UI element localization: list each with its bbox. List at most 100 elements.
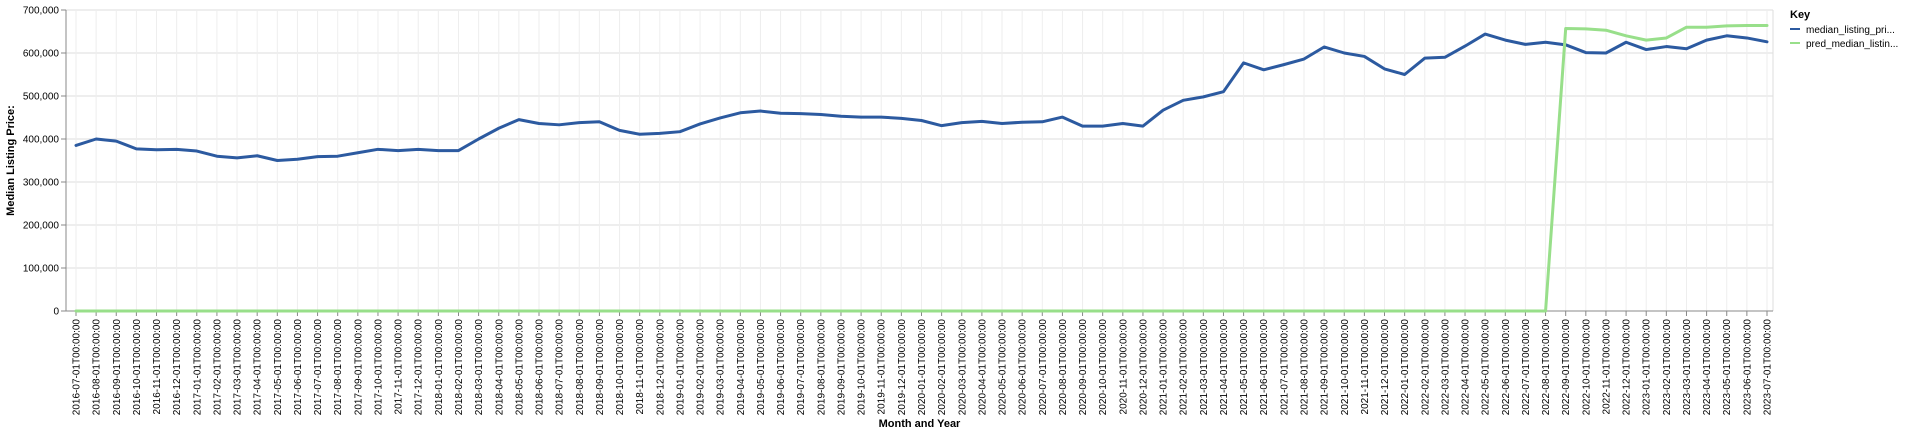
x-tick-label: 2022-02-01T00:00:00 [1420, 319, 1431, 416]
x-axis-title: Month and Year [879, 418, 961, 430]
x-tick-label: 2022-09-01T00:00:00 [1561, 319, 1572, 416]
x-tick-label: 2020-05-01T00:00:00 [998, 319, 1009, 416]
y-tick-label: 400,000 [23, 135, 60, 146]
x-tick-label: 2018-04-01T00:00:00 [494, 319, 505, 416]
x-tick-label: 2020-09-01T00:00:00 [1078, 319, 1089, 416]
x-tick-label: 2021-03-01T00:00:00 [1199, 319, 1210, 416]
x-tick-label: 2017-11-01T00:00:00 [394, 319, 405, 415]
x-tick-label: 2016-07-01T00:00:00 [72, 319, 83, 416]
legend-label-2: pred_median_listin... [1806, 39, 1898, 50]
y-tick-label: 500,000 [23, 92, 60, 103]
x-tick-label: 2019-03-01T00:00:00 [716, 319, 727, 416]
x-tick-label: 2022-03-01T00:00:00 [1440, 319, 1451, 416]
x-tick-label: 2018-11-01T00:00:00 [635, 319, 646, 415]
x-tick-label: 2018-02-01T00:00:00 [454, 319, 465, 416]
x-tick-label: 2023-02-01T00:00:00 [1662, 319, 1673, 416]
x-tick-label: 2018-12-01T00:00:00 [655, 319, 666, 416]
y-tick-label: 600,000 [23, 49, 60, 60]
y-axis-title: Median Listing Price: [5, 105, 17, 216]
x-tick-label: 2021-04-01T00:00:00 [1219, 319, 1230, 416]
y-tick-label: 700,000 [23, 6, 60, 17]
y-tick-label: 0 [53, 307, 59, 318]
x-tick-label: 2018-10-01T00:00:00 [615, 319, 626, 416]
x-tick-label: 2021-11-01T00:00:00 [1360, 319, 1371, 415]
x-tick-label: 2018-08-01T00:00:00 [575, 319, 586, 416]
x-tick-label: 2020-06-01T00:00:00 [1018, 319, 1029, 416]
x-tick-label: 2017-03-01T00:00:00 [233, 319, 244, 416]
y-tick-label: 200,000 [23, 221, 60, 232]
x-tick-label: 2023-06-01T00:00:00 [1742, 319, 1753, 416]
x-tick-label: 2020-04-01T00:00:00 [977, 319, 988, 416]
legend: Key median_listing_pri... pred_median_lis… [1790, 9, 1898, 50]
axis-layer: 0 100,000 200,000 300,000 400,000 500,000 600,… [23, 6, 1774, 416]
x-tick-label: 2023-07-01T00:00:00 [1763, 319, 1774, 416]
x-tick-label: 2020-10-01T00:00:00 [1098, 319, 1109, 416]
x-tick-label: 2019-06-01T00:00:00 [776, 319, 787, 416]
x-tick-label: 2018-09-01T00:00:00 [595, 319, 606, 416]
x-tick-label: 2023-01-01T00:00:00 [1642, 319, 1653, 416]
x-tick-label: 2019-01-01T00:00:00 [675, 319, 686, 416]
x-tick-label: 2021-02-01T00:00:00 [1179, 319, 1190, 416]
series-line-1 [74, 32, 1769, 162]
x-tick-label: 2018-01-01T00:00:00 [434, 319, 445, 416]
series-line-2 [74, 23, 1769, 313]
x-tick-label: 2023-03-01T00:00:00 [1682, 319, 1693, 416]
y-tick-label: 100,000 [23, 264, 60, 275]
x-tick-label: 2021-12-01T00:00:00 [1380, 319, 1391, 416]
series-layer [74, 23, 1769, 313]
x-tick-label: 2017-02-01T00:00:00 [212, 319, 223, 416]
x-tick-label: 2022-06-01T00:00:00 [1501, 319, 1512, 416]
x-tick-label: 2017-12-01T00:00:00 [414, 319, 425, 416]
x-tick-label: 2021-10-01T00:00:00 [1340, 319, 1351, 416]
x-tick-label: 2022-10-01T00:00:00 [1581, 319, 1592, 416]
x-tick-label: 2019-07-01T00:00:00 [796, 319, 807, 416]
x-tick-label: 2020-01-01T00:00:00 [917, 319, 928, 416]
x-tick-label: 2017-07-01T00:00:00 [313, 319, 324, 416]
x-tick-label: 2016-08-01T00:00:00 [92, 319, 103, 416]
y-tick-label: 300,000 [23, 178, 60, 189]
x-tick-label: 2022-05-01T00:00:00 [1481, 319, 1492, 416]
x-tick-label: 2022-01-01T00:00:00 [1400, 319, 1411, 416]
x-tick-label: 2017-08-01T00:00:00 [333, 319, 344, 416]
x-tick-label: 2022-07-01T00:00:00 [1521, 319, 1532, 416]
legend-label-1: median_listing_pri... [1806, 25, 1895, 36]
x-tick-label: 2021-09-01T00:00:00 [1320, 319, 1331, 416]
x-tick-label: 2019-11-01T00:00:00 [877, 319, 888, 415]
x-tick-label: 2022-08-01T00:00:00 [1541, 319, 1552, 416]
x-tick-label: 2016-09-01T00:00:00 [112, 319, 123, 416]
x-tick-label: 2020-12-01T00:00:00 [1138, 319, 1149, 416]
x-tick-label: 2019-12-01T00:00:00 [897, 319, 908, 416]
x-tick-label: 2018-03-01T00:00:00 [474, 319, 485, 416]
x-tick-label: 2020-02-01T00:00:00 [937, 319, 948, 416]
x-tick-label: 2017-05-01T00:00:00 [273, 319, 284, 416]
x-tick-label: 2022-04-01T00:00:00 [1461, 319, 1472, 416]
x-tick-label: 2020-11-01T00:00:00 [1118, 319, 1129, 415]
x-tick-label: 2021-05-01T00:00:00 [1239, 319, 1250, 416]
x-tick-label: 2018-07-01T00:00:00 [555, 319, 566, 416]
x-tick-label: 2020-08-01T00:00:00 [1058, 319, 1069, 416]
x-tick-label: 2021-08-01T00:00:00 [1299, 319, 1310, 416]
x-tick-label: 2018-05-01T00:00:00 [514, 319, 525, 416]
x-tick-label: 2023-04-01T00:00:00 [1702, 319, 1713, 416]
x-tick-label: 2022-12-01T00:00:00 [1622, 319, 1633, 416]
x-tick-label: 2016-12-01T00:00:00 [172, 319, 183, 416]
x-tick-label: 2019-10-01T00:00:00 [857, 319, 868, 416]
x-tick-label: 2022-11-01T00:00:00 [1601, 319, 1612, 415]
x-tick-label: 2021-01-01T00:00:00 [1159, 319, 1170, 416]
x-tick-label: 2019-05-01T00:00:00 [756, 319, 767, 416]
x-tick-label: 2017-06-01T00:00:00 [293, 319, 304, 416]
x-tick-label: 2017-09-01T00:00:00 [353, 319, 364, 416]
x-tick-label: 2021-07-01T00:00:00 [1279, 319, 1290, 416]
x-tick-label: 2016-10-01T00:00:00 [132, 319, 143, 416]
x-tick-label: 2019-08-01T00:00:00 [816, 319, 827, 416]
x-tick-label: 2023-05-01T00:00:00 [1722, 319, 1733, 416]
x-tick-label: 2020-07-01T00:00:00 [1038, 319, 1049, 416]
x-tick-label: 2016-11-01T00:00:00 [152, 319, 163, 415]
x-tick-label: 2017-01-01T00:00:00 [192, 319, 203, 416]
x-tick-label: 2018-06-01T00:00:00 [535, 319, 546, 416]
x-tick-label: 2019-02-01T00:00:00 [696, 319, 707, 416]
grid-layer [66, 9, 1774, 312]
x-tick-label: 2020-03-01T00:00:00 [957, 319, 968, 416]
